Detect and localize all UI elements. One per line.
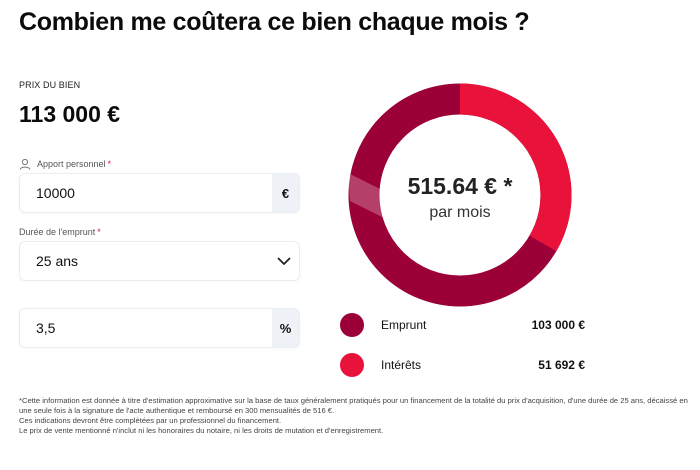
per-month-label: par mois [429,203,491,221]
required-mark: * [97,227,101,237]
taux-value[interactable]: 3,5 [36,320,56,336]
apport-label: Apport personnel * [19,158,111,170]
duree-value: 25 ans [36,253,79,269]
chevron-down-icon[interactable] [269,257,299,266]
donut-segment-interets [348,83,572,307]
price-value: 113 000 € [19,101,121,127]
euro-suffix: € [272,174,299,212]
percent-suffix: % [272,309,299,347]
legend-dot-interets [340,353,364,377]
taux-input[interactable]: 3,5 % [19,308,300,348]
duree-label-text: Durée de l'emprunt [19,227,96,237]
footnote-line: *Cette information est donnée à titre d'… [19,396,688,415]
legend-label: Intérêts [381,358,422,372]
legend-dot-emprunt [340,313,364,337]
legend-value: 51 692 € [538,358,585,372]
watermark-shape [348,173,394,223]
legend-value: 103 000 € [531,318,585,332]
monthly-amount: 515.64 € * [407,172,513,199]
donut-chart [348,83,572,307]
footnote: *Cette information est donnée à titre d'… [19,396,689,436]
user-icon [19,158,31,170]
apport-label-text: Apport personnel [37,159,106,169]
footnote-line: Ces indications devront être complétées … [19,416,282,425]
page-title: Combien me coûtera ce bien chaque mois ? [19,8,530,36]
price-label: PRIX DU BIEN [19,80,81,90]
duree-label: Durée de l'emprunt * [19,227,101,237]
legend-item-interets: Intérêts 51 692 € [340,352,585,378]
legend-label: Emprunt [381,318,427,332]
donut-center: 515.64 € * par mois [348,83,572,307]
apport-value[interactable]: 10000 [36,185,75,201]
legend-item-emprunt: Emprunt 103 000 € [340,312,585,338]
apport-input[interactable]: 10000 € [19,173,300,213]
duree-select[interactable]: 25 ans [19,241,300,281]
required-mark: * [107,159,112,169]
footnote-line: Le prix de vente mentionné n'inclut ni l… [19,426,384,435]
